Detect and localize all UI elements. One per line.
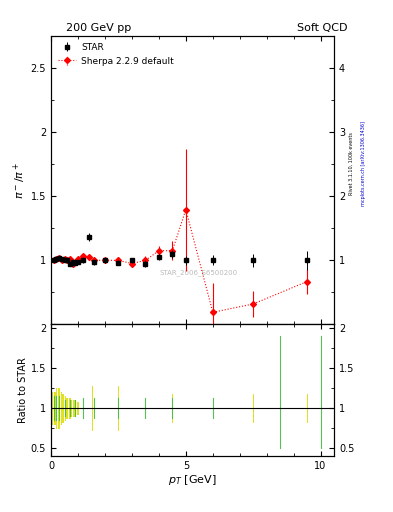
Text: mcplots.cern.ch [arXiv:1306.3436]: mcplots.cern.ch [arXiv:1306.3436] [361,121,366,206]
Y-axis label: $\pi^- / \pi^+$: $\pi^- / \pi^+$ [12,162,28,199]
X-axis label: $p_T$ [GeV]: $p_T$ [GeV] [168,473,217,487]
Text: STAR_2006_S6500200: STAR_2006_S6500200 [159,269,237,276]
Legend: STAR, Sherpa 2.2.9 default: STAR, Sherpa 2.2.9 default [55,40,176,68]
Y-axis label: Ratio to STAR: Ratio to STAR [18,357,28,423]
Text: Soft QCD: Soft QCD [297,23,347,33]
Text: 200 GeV pp: 200 GeV pp [66,23,131,33]
Text: Rivet 3.1.10, 100k events: Rivet 3.1.10, 100k events [349,133,354,195]
